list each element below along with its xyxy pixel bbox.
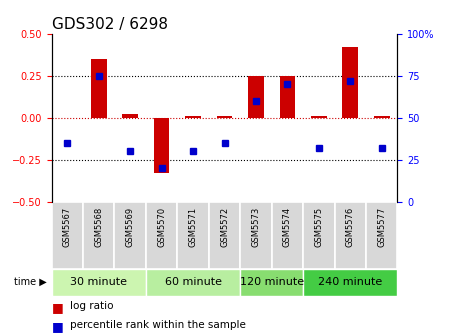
Text: 240 minute: 240 minute: [318, 277, 383, 287]
Text: 120 minute: 120 minute: [240, 277, 304, 287]
Bar: [209, 202, 240, 269]
Text: GSM5575: GSM5575: [314, 207, 323, 247]
Bar: [303, 269, 397, 296]
Bar: [52, 202, 83, 269]
Bar: [343, 47, 358, 118]
Text: GSM5572: GSM5572: [220, 207, 229, 247]
Bar: [114, 202, 146, 269]
Bar: [366, 202, 397, 269]
Bar: [83, 202, 114, 269]
Bar: [335, 202, 366, 269]
Text: GSM5568: GSM5568: [94, 207, 103, 247]
Text: ■: ■: [52, 301, 63, 314]
Text: GSM5573: GSM5573: [251, 207, 260, 247]
Bar: [303, 202, 335, 269]
Text: log ratio: log ratio: [70, 301, 113, 311]
Bar: [52, 269, 146, 296]
Bar: [217, 116, 233, 118]
Text: GSM5574: GSM5574: [283, 207, 292, 247]
Bar: [146, 202, 177, 269]
Bar: [122, 114, 138, 118]
Text: time ▶: time ▶: [14, 277, 47, 287]
Bar: [185, 116, 201, 118]
Bar: [279, 76, 295, 118]
Text: GSM5571: GSM5571: [189, 207, 198, 247]
Text: GSM5570: GSM5570: [157, 207, 166, 247]
Bar: [272, 202, 303, 269]
Text: GDS302 / 6298: GDS302 / 6298: [52, 17, 167, 33]
Text: 60 minute: 60 minute: [165, 277, 221, 287]
Text: GSM5576: GSM5576: [346, 207, 355, 247]
Bar: [240, 269, 303, 296]
Text: GSM5569: GSM5569: [126, 207, 135, 247]
Text: percentile rank within the sample: percentile rank within the sample: [70, 320, 246, 330]
Bar: [240, 202, 272, 269]
Bar: [146, 269, 240, 296]
Bar: [91, 59, 107, 118]
Text: 30 minute: 30 minute: [70, 277, 127, 287]
Text: ■: ■: [52, 320, 63, 333]
Text: GSM5567: GSM5567: [63, 207, 72, 247]
Bar: [374, 116, 390, 118]
Bar: [311, 116, 327, 118]
Text: GSM5577: GSM5577: [377, 207, 386, 247]
Bar: [248, 76, 264, 118]
Bar: [177, 202, 209, 269]
Bar: [154, 118, 170, 173]
